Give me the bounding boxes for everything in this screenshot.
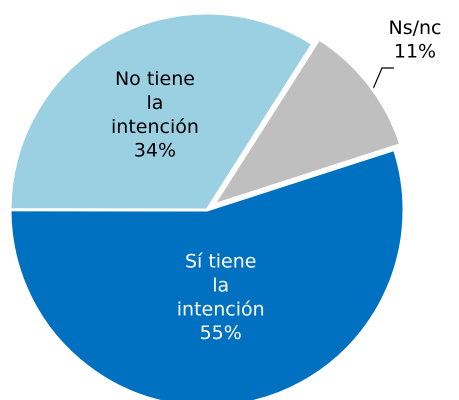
pie-slice [8,147,406,400]
leader-line [369,67,394,97]
label-line: la [147,91,164,113]
value-label: 34% [134,139,176,161]
slice-label: No tiene la intención [111,67,199,137]
value-label: 55% [200,322,242,344]
label-line: intención [177,298,265,320]
label-line: Sí tiene [185,250,257,272]
slice-label: Sí tiene la intención [177,250,265,320]
label-line: Ns/nc [388,17,441,39]
label-line: la [212,274,229,296]
label-line: No tiene [115,67,195,89]
value-label: 11% [394,41,436,63]
label-line: intención [111,115,199,137]
pie-slice [209,36,403,208]
slice-label: Ns/nc [388,17,441,39]
pie-slice [8,11,315,212]
